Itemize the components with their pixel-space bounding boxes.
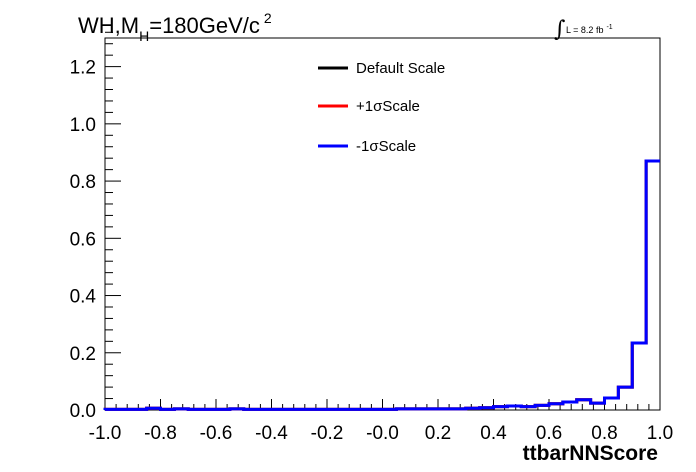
x-tick-label: 0.2 — [425, 423, 451, 444]
y-tick-label: 0.0 — [70, 401, 96, 422]
x-tick-label: -1.0 — [89, 423, 122, 444]
x-tick-label: -0.0 — [366, 423, 399, 444]
luminosity-text: L = 8.2 fb — [566, 25, 603, 35]
x-tick-label: -0.4 — [255, 423, 288, 444]
luminosity-label: L = 8.2 fb -1 — [566, 24, 613, 35]
chart-title: WH,MH=180GeV/c 2 — [78, 10, 272, 44]
series-line-minus1sigma — [103, 159, 660, 411]
y-tick-label: 1.0 — [70, 115, 96, 136]
y-tick-label: 0.8 — [70, 172, 96, 193]
axis-ticks: -1.0 -0.8 -0.6 -0.4 -0.2 -0.0 0.2 0.4 0.6 0.8 1.0 0… — [70, 31, 673, 444]
luminosity-superscript: -1 — [606, 24, 612, 31]
integral-symbol: ∫ — [554, 17, 566, 42]
legend-label-plus1sigma: +1σScale — [356, 98, 420, 115]
series-line-default — [103, 159, 660, 411]
series-line-plus1sigma — [103, 159, 660, 411]
plot-frame — [104, 37, 661, 411]
x-axis-label: ttbarNNScore — [523, 442, 658, 465]
x-tick-label: 0.8 — [591, 423, 617, 444]
x-tick-label: -0.2 — [311, 423, 344, 444]
x-tick-label: 1.0 — [647, 423, 673, 444]
legend-label-default: Default Scale — [356, 60, 445, 77]
y-tick-label: 1.2 — [70, 58, 96, 79]
x-tick-label: -0.6 — [200, 423, 233, 444]
y-tick-label: 0.4 — [70, 287, 97, 308]
y-tick-label: 0.2 — [70, 344, 96, 365]
series-layer — [103, 159, 660, 411]
title-superscript: 2 — [264, 10, 272, 26]
x-tick-label: 0.6 — [536, 423, 562, 444]
title-prefix: WH,M — [78, 13, 139, 38]
title-middle: =180GeV/c — [149, 13, 260, 38]
title-subscript: H — [139, 28, 149, 44]
x-tick-label: -0.8 — [144, 423, 177, 444]
legend-label-minus1sigma: -1σScale — [356, 138, 416, 155]
x-tick-label: 0.4 — [480, 423, 507, 444]
y-tick-label: 0.6 — [70, 229, 96, 250]
legend: Default Scale +1σScale -1σScale — [318, 60, 445, 155]
